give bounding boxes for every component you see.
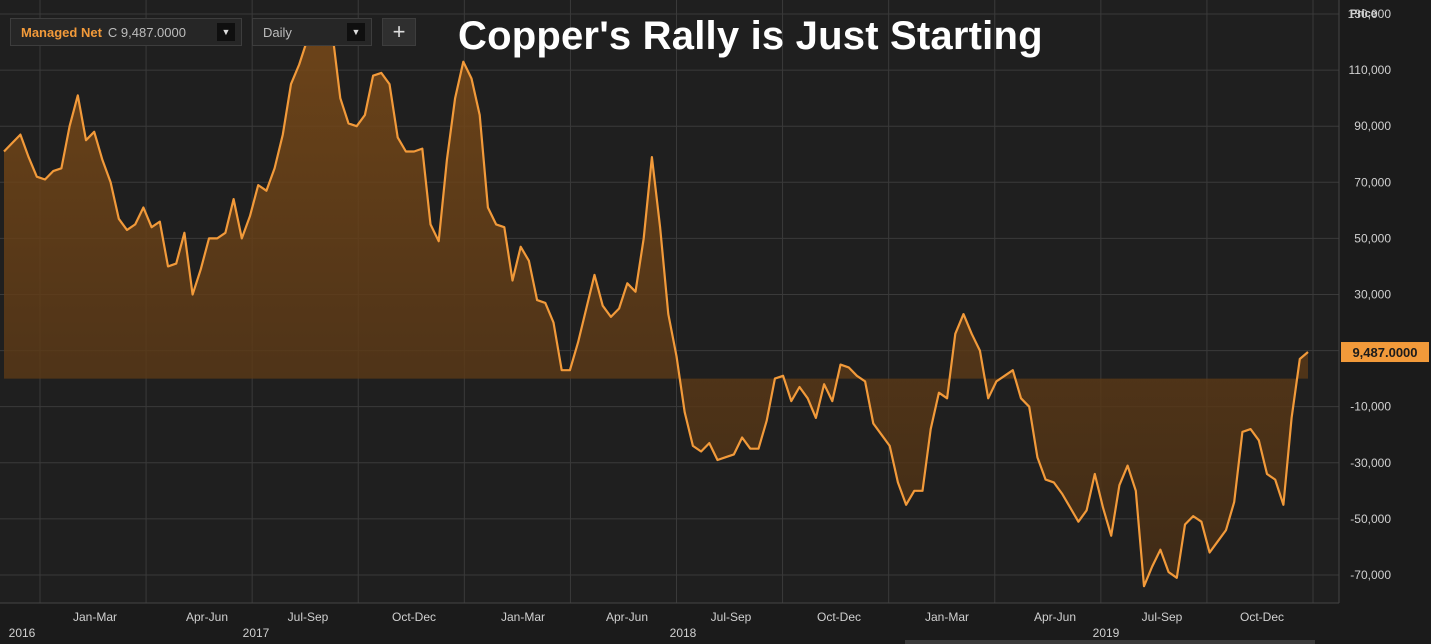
y-tick-label: 30,000: [1354, 287, 1391, 301]
x-tick-label: Jul-Sep: [288, 610, 329, 624]
series-line: [3, 26, 1309, 588]
period-value: Daily: [263, 24, 292, 40]
x-tick-label: Oct-Dec: [817, 610, 861, 624]
x-tick-label: Jan-Mar: [73, 610, 117, 624]
x-scrollbar: [905, 640, 1315, 644]
x-tick-label: Jul-Sep: [711, 610, 752, 624]
series-label: Managed Net: [21, 24, 102, 40]
x-tick-label: Oct-Dec: [392, 610, 436, 624]
y-tick-label: 110,000: [1349, 63, 1392, 77]
x-year-label: 2017: [243, 626, 270, 640]
last-value-label: 9,487.0000: [1352, 345, 1417, 360]
y-tick-label: -70,000: [1350, 568, 1391, 582]
x-tick-label: Oct-Dec: [1240, 610, 1284, 624]
x-tick-label: Jan-Mar: [925, 610, 969, 624]
x-year-label: 2019: [1093, 626, 1120, 640]
x-tick-label: Jan-Mar: [501, 610, 545, 624]
x-tick-label: Apr-Jun: [186, 610, 228, 624]
x-tick-label: Apr-Jun: [606, 610, 648, 624]
y-tick-label: -10,000: [1350, 400, 1391, 414]
x-year-label: 2018: [670, 626, 697, 640]
y-tick-label: 50,000: [1354, 231, 1391, 245]
chart-toolbar: Managed Net C 9,487.0000 ▼ Daily ▼ +: [10, 18, 416, 46]
x-tick-label: Jul-Sep: [1142, 610, 1183, 624]
series-select[interactable]: Managed Net C 9,487.0000 ▼: [10, 18, 242, 46]
y-tick-label: 130,000: [1348, 7, 1392, 21]
y-tick-label: -50,000: [1350, 512, 1391, 526]
x-axis-band: [0, 603, 1431, 644]
chevron-down-icon[interactable]: ▼: [347, 23, 365, 41]
chevron-down-icon[interactable]: ▼: [217, 23, 235, 41]
x-year-label: 2016: [9, 626, 36, 640]
y-tick-label: 90,000: [1354, 119, 1391, 133]
x-tick-label: Apr-Jun: [1034, 610, 1076, 624]
add-series-button[interactable]: +: [382, 18, 416, 46]
y-tick-label: 70,000: [1354, 175, 1391, 189]
chart-title: Copper's Rally is Just Starting: [458, 14, 1043, 58]
period-select[interactable]: Daily ▼: [252, 18, 372, 46]
y-tick-label: -30,000: [1350, 456, 1391, 470]
series-area: [4, 28, 1308, 587]
y-axis-label: Price: [1350, 8, 1377, 20]
series-value: C 9,487.0000: [107, 24, 186, 40]
last-value-tag: [1341, 342, 1429, 363]
